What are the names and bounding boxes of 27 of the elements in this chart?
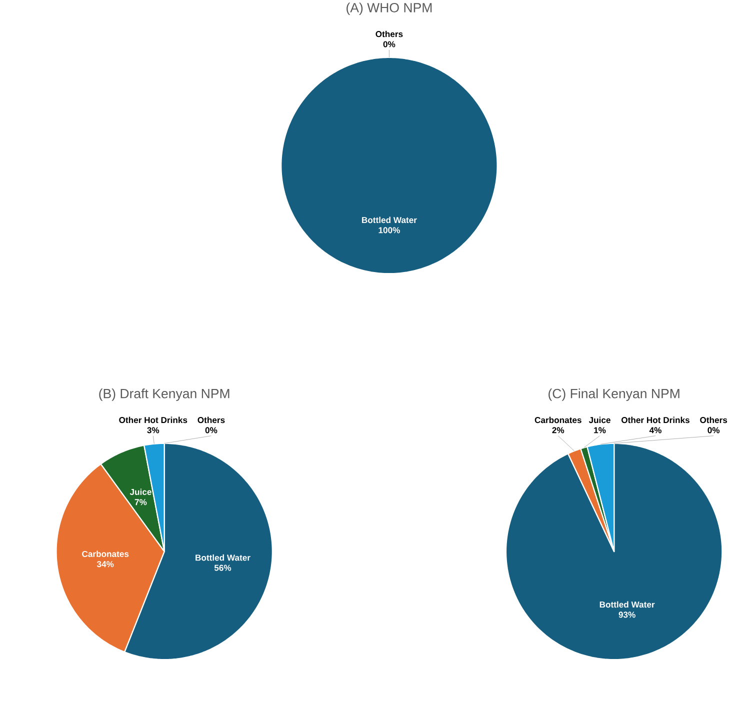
- slice-label: Juice: [588, 416, 610, 424]
- data-label: 93%: [618, 612, 636, 618]
- text: 0%: [205, 427, 218, 434]
- data-label: 1%: [594, 427, 606, 434]
- chart-title: (B) Draft Kenyan NPM: [99, 388, 230, 401]
- text: 0%: [383, 41, 396, 48]
- data-label: 4%: [649, 427, 662, 434]
- slice-label: Carbonates: [82, 550, 129, 557]
- chart-title: (A) WHO NPM: [346, 2, 432, 15]
- text: 0%: [708, 427, 720, 434]
- slice-label: Juice: [130, 488, 152, 495]
- category-label: Others: [198, 416, 225, 424]
- slice-label: Bottled Water: [196, 554, 250, 561]
- data-label: 2%: [552, 427, 564, 434]
- data-label: 3%: [147, 427, 160, 434]
- data-label: 100%: [378, 227, 400, 234]
- category-label: Others: [700, 416, 728, 424]
- chart-title: (C) Final Kenyan NPM: [548, 388, 680, 401]
- slice-label: Carbonates: [534, 416, 582, 424]
- category-label: Others: [376, 30, 403, 38]
- slice-label: Bottled Water: [362, 216, 417, 224]
- data-label: 56%: [214, 564, 232, 571]
- slice-label: Other Hot Drinks: [119, 416, 188, 424]
- data-label: 34%: [96, 561, 114, 568]
- data-label: 7%: [134, 499, 147, 506]
- slice-label: Bottled Water: [600, 601, 655, 608]
- slice-label: Other Hot Drinks: [621, 416, 690, 424]
